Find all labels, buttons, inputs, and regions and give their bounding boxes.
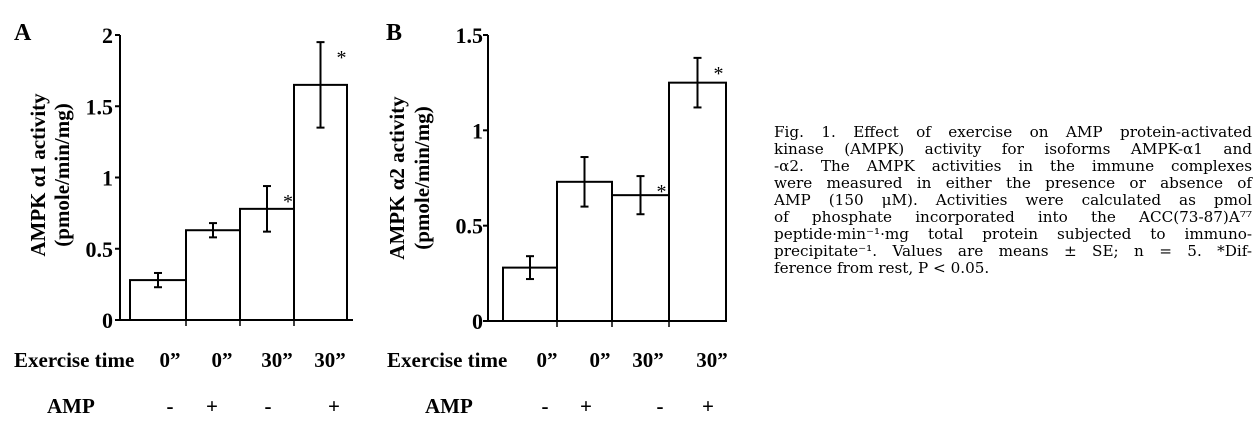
significance-marker: *: [337, 47, 347, 69]
y-tick-label: 2: [102, 23, 113, 48]
y-tick-label: 0.5: [86, 237, 114, 262]
bar: [185, 229, 241, 322]
y-axis-label-line-1: AMPK α2 activity: [385, 96, 409, 260]
amp-value: -: [657, 394, 664, 418]
significance-marker: *: [283, 191, 293, 213]
caption-line-4: were measured in either the presence or …: [774, 174, 1252, 192]
amp-label: AMP: [425, 394, 473, 418]
exercise-time-label: Exercise time: [14, 348, 134, 372]
caption-line-1: Fig. 1. Effect of exercise on AMP protei…: [774, 123, 1252, 141]
amp-value: +: [580, 394, 592, 418]
caption-line-9: ference from rest, P < 0.05.: [774, 259, 990, 277]
exercise-time-value: 0”: [537, 348, 558, 372]
caption-line-8: precipitate⁻¹. Values are means ± SE; n …: [774, 242, 1252, 260]
caption-line-6: of phosphate incorporated into the ACC(7…: [774, 208, 1252, 226]
y-tick-label: 0.5: [456, 214, 484, 239]
bar: [611, 194, 670, 322]
figure-caption: Fig. 1. Effect of exercise on AMP protei…: [774, 124, 1252, 277]
significance-marker: *: [657, 181, 667, 203]
exercise-time-value: 30”: [632, 348, 664, 372]
y-axis-label-line-1: AMPK α1 activity: [26, 93, 50, 257]
amp-value: +: [702, 394, 714, 418]
bar: [129, 279, 187, 322]
amp-value: -: [542, 394, 549, 418]
panel-label: A: [14, 20, 32, 46]
exercise-time-label: Exercise time: [387, 348, 507, 372]
exercise-time-value: 30”: [261, 348, 293, 372]
exercise-time-value: 0”: [160, 348, 181, 372]
y-axis-label-line-2: (pmole/min/mg): [410, 106, 434, 249]
panel-a-chart: A AMPK α1 activity (pmole/min/mg) 0 0.5 1 1.5 2…: [14, 20, 353, 418]
y-tick-label: 1.5: [86, 94, 114, 119]
amp-value: +: [328, 394, 340, 418]
y-tick-label: 1: [472, 118, 483, 143]
significance-marker: *: [714, 63, 724, 85]
bar: [668, 81, 727, 322]
panel-b-chart: B AMPK α2 activity (pmole/min/mg) 0 0.5 1 1.5 *…: [385, 20, 728, 418]
exercise-time-value: 0”: [590, 348, 611, 372]
exercise-time-value: 0”: [212, 348, 233, 372]
exercise-time-value: 30”: [696, 348, 728, 372]
caption-line-2: kinase (AMPK) activity for isoforms AMPK…: [774, 140, 1252, 158]
amp-value: -: [265, 394, 272, 418]
y-tick-label: 1: [102, 166, 113, 191]
caption-line-5: AMP (150 μM). Activities were calculated…: [774, 191, 1252, 209]
exercise-time-value: 30”: [314, 348, 346, 372]
amp-label: AMP: [47, 394, 95, 418]
panel-label: B: [386, 20, 402, 46]
amp-value: -: [167, 394, 174, 418]
y-tick-label: 0: [472, 309, 483, 334]
caption-line-3: -α2. The AMPK activities in the immune c…: [774, 157, 1252, 175]
amp-value: +: [206, 394, 218, 418]
y-axis-label-line-2: (pmole/min/mg): [50, 103, 74, 246]
y-tick-label: 1.5: [456, 23, 484, 48]
caption-line-7: peptide·min⁻¹·mg total protein subjected…: [774, 225, 1252, 243]
y-tick-label: 0: [102, 308, 113, 333]
